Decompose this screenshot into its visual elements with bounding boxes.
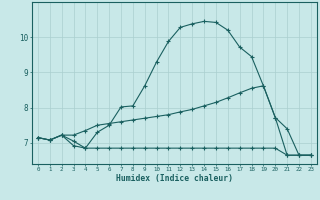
- X-axis label: Humidex (Indice chaleur): Humidex (Indice chaleur): [116, 174, 233, 183]
